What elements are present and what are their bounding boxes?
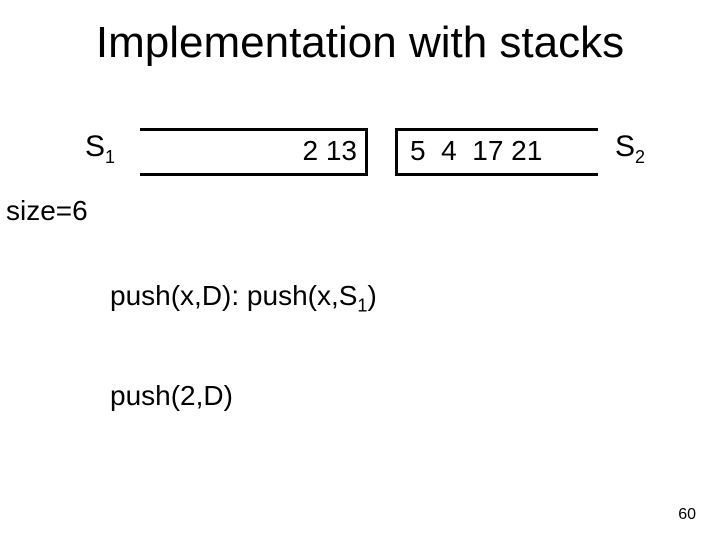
stack-s2-content: 5 4 17 21 xyxy=(410,135,542,167)
slide-title: Implementation with stacks xyxy=(0,18,720,68)
stack-s2-label-sub: 2 xyxy=(635,147,645,167)
code-line-1-prefix: push(x,D): push(x,S xyxy=(110,280,357,311)
stack-s2-label: S2 xyxy=(615,130,645,168)
size-label: size=6 xyxy=(6,195,88,227)
stacks-row: S1 2 13 5 4 17 21 S2 xyxy=(0,120,720,190)
stack-s1-label-main: S xyxy=(85,130,105,163)
stack-s1-content: 2 13 xyxy=(303,135,358,167)
stack-s2-label-main: S xyxy=(615,130,635,163)
page-number: 60 xyxy=(678,506,696,524)
stack-s1-box: 2 13 xyxy=(140,128,368,176)
code-line-1-suffix: ) xyxy=(367,280,376,311)
stack-s1-label-sub: 1 xyxy=(105,147,115,167)
code-line-1: push(x,D): push(x,S1) xyxy=(110,280,377,317)
stack-s2-box: 5 4 17 21 xyxy=(395,128,598,176)
stack-s1-label: S1 xyxy=(85,130,115,168)
code-line-1-sub: 1 xyxy=(357,296,367,316)
code-line-2: push(2,D) xyxy=(110,380,233,412)
